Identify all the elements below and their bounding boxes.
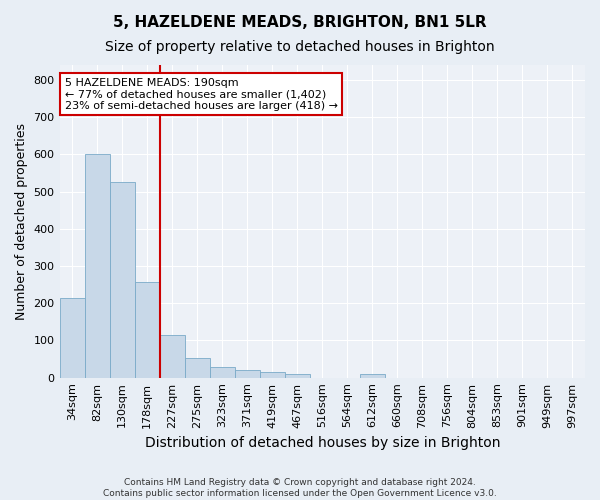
Bar [110, 182, 134, 378]
X-axis label: Distribution of detached houses by size in Brighton: Distribution of detached houses by size … [145, 436, 500, 450]
Bar [134, 282, 160, 378]
Bar [360, 374, 385, 378]
Text: 5 HAZELDENE MEADS: 190sqm
← 77% of detached houses are smaller (1,402)
23% of se: 5 HAZELDENE MEADS: 190sqm ← 77% of detac… [65, 78, 338, 110]
Bar [209, 366, 235, 378]
Bar [235, 370, 260, 378]
Text: 5, HAZELDENE MEADS, BRIGHTON, BN1 5LR: 5, HAZELDENE MEADS, BRIGHTON, BN1 5LR [113, 15, 487, 30]
Text: Contains HM Land Registry data © Crown copyright and database right 2024.
Contai: Contains HM Land Registry data © Crown c… [103, 478, 497, 498]
Bar [285, 374, 310, 378]
Y-axis label: Number of detached properties: Number of detached properties [15, 123, 28, 320]
Bar [59, 298, 85, 378]
Bar [160, 335, 185, 378]
Bar [85, 154, 110, 378]
Text: Size of property relative to detached houses in Brighton: Size of property relative to detached ho… [105, 40, 495, 54]
Bar [185, 358, 209, 378]
Bar [260, 372, 285, 378]
